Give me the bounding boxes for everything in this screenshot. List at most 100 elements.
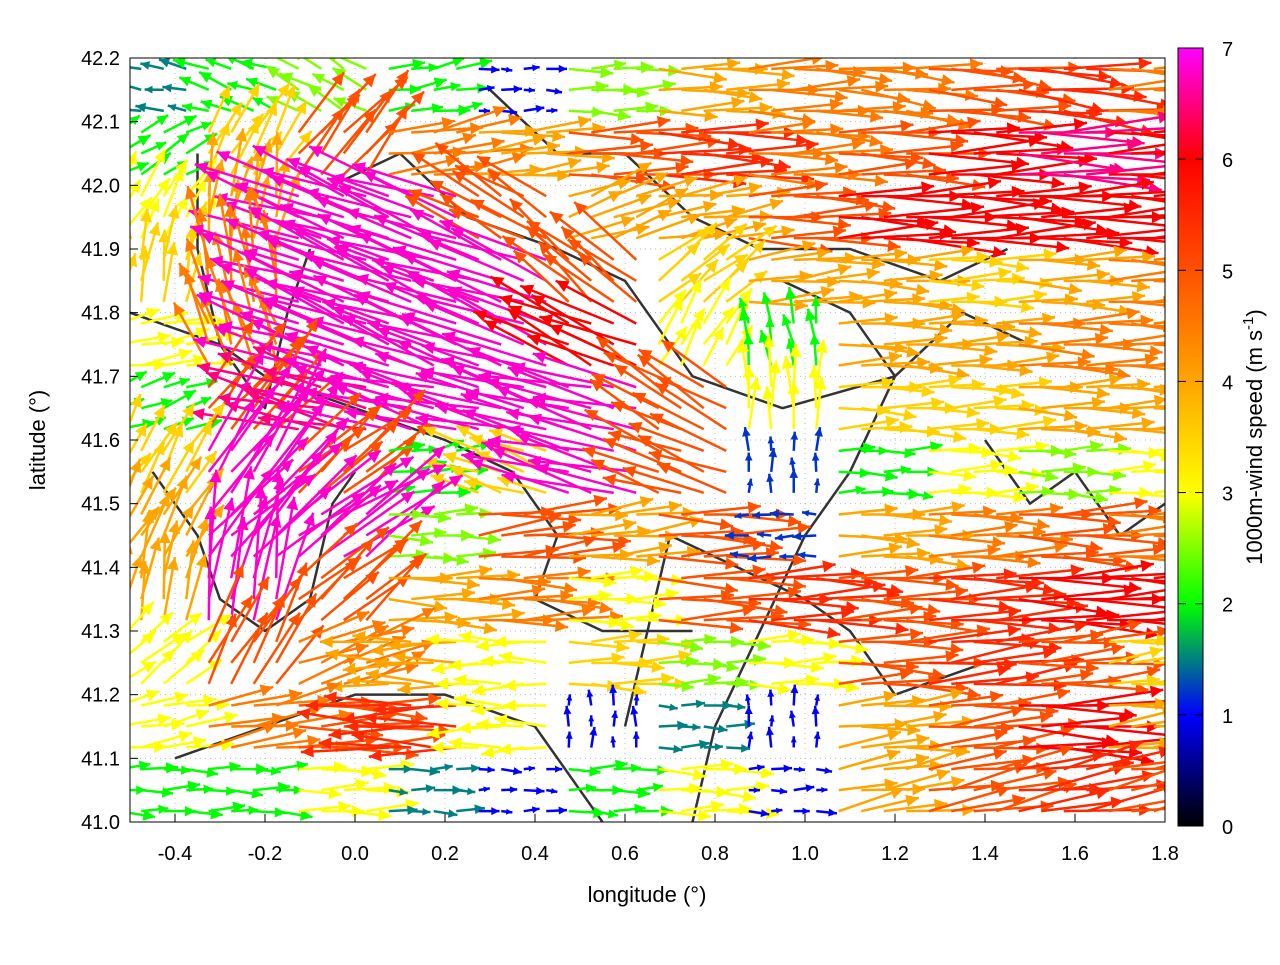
colorbar-tick-label: 1 bbox=[1222, 706, 1233, 728]
wind-vector-head bbox=[401, 625, 415, 637]
wind-vector-head bbox=[821, 787, 827, 793]
wind-vector-head bbox=[126, 253, 138, 267]
y-axis-ticks: 41.041.141.241.341.441.541.641.741.841.9… bbox=[81, 48, 138, 834]
wind-vector-head bbox=[774, 604, 787, 616]
wind-vector-head bbox=[790, 685, 798, 693]
wind-vector-head bbox=[1007, 122, 1020, 134]
wind-vector-head bbox=[713, 72, 726, 84]
wind-vector-head bbox=[1089, 541, 1102, 553]
wind-vector-head bbox=[508, 114, 522, 126]
wind-vector-head bbox=[414, 711, 427, 723]
wind-vector-head bbox=[916, 284, 929, 296]
wind-vector-head bbox=[1212, 248, 1225, 260]
wind-vector-head bbox=[566, 732, 573, 739]
wind-vector-head bbox=[692, 723, 700, 731]
wind-vector-head bbox=[1011, 387, 1024, 399]
wind-vector-head bbox=[769, 540, 782, 552]
wind-vector-head bbox=[292, 50, 305, 61]
wind-vector-head bbox=[1064, 409, 1077, 421]
wind-vectors bbox=[90, 44, 1277, 822]
wind-vector-head bbox=[551, 108, 557, 114]
wind-vector-head bbox=[669, 501, 682, 513]
wind-vector-head bbox=[1216, 95, 1229, 107]
wind-vector-head bbox=[1164, 601, 1177, 613]
wind-vector-head bbox=[1253, 223, 1266, 235]
wind-vector-head bbox=[623, 519, 637, 531]
wind-vector-head bbox=[791, 736, 797, 742]
y-tick-label: 41.4 bbox=[81, 557, 120, 579]
wind-vector-head bbox=[1255, 126, 1268, 138]
wind-vector-head bbox=[168, 205, 180, 219]
wind-vector-head bbox=[1226, 734, 1239, 746]
wind-vector-shaft bbox=[1086, 727, 1186, 738]
wind-vector-head bbox=[640, 496, 654, 508]
wind-vector-head bbox=[1036, 519, 1049, 531]
wind-vector-head bbox=[313, 44, 327, 57]
wind-vector-head bbox=[168, 520, 180, 534]
wind-vector-head bbox=[559, 65, 567, 73]
wind-vector-head bbox=[953, 431, 966, 443]
wind-vector-head bbox=[498, 743, 511, 755]
colorbar-tick-label: 2 bbox=[1222, 595, 1233, 617]
wind-vector-head bbox=[879, 73, 892, 85]
wind-vector-head bbox=[962, 804, 975, 816]
wind-vector-head bbox=[770, 509, 779, 518]
wind-vector-shaft bbox=[95, 86, 119, 90]
wind-vector-head bbox=[1126, 307, 1139, 319]
wind-vector-head bbox=[122, 64, 130, 72]
wind-vector-head bbox=[434, 600, 447, 612]
wind-vector-head bbox=[479, 58, 492, 69]
wind-vector-head bbox=[1166, 66, 1179, 78]
wind-vector-head bbox=[373, 768, 386, 780]
wind-vector-head bbox=[767, 690, 774, 697]
wind-vector-head bbox=[827, 627, 840, 639]
wind-vector-head bbox=[933, 711, 947, 723]
wind-vector-head bbox=[633, 732, 640, 739]
wind-vector-head bbox=[882, 487, 893, 497]
wind-vector-head bbox=[1209, 143, 1222, 155]
wind-vector-head bbox=[1164, 695, 1177, 707]
wind-vector-shaft bbox=[122, 66, 141, 68]
wind-vector-head bbox=[536, 787, 544, 795]
wind-vector-head bbox=[1212, 746, 1226, 758]
wind-vector-head bbox=[487, 766, 494, 773]
wind-vector-head bbox=[1164, 219, 1177, 231]
y-tick-label: 41.8 bbox=[81, 303, 120, 325]
wind-vector-head bbox=[1232, 724, 1245, 736]
wind-vector-head bbox=[146, 690, 160, 702]
wind-vector-head bbox=[472, 684, 485, 696]
x-axis-label: longitude (°) bbox=[588, 882, 707, 907]
wind-vector-head bbox=[665, 530, 678, 542]
wind-vector-head bbox=[1043, 119, 1057, 131]
wind-vector-head bbox=[1208, 278, 1221, 290]
wind-vector-head bbox=[188, 613, 202, 625]
colorbar-label-main: 1000m-wind speed (m s bbox=[1242, 330, 1267, 565]
colorbar bbox=[1178, 48, 1203, 826]
wind-vector-head bbox=[146, 308, 160, 320]
wind-vector-head bbox=[114, 199, 126, 212]
x-tick-label: 0.0 bbox=[341, 843, 369, 865]
wind-vector-head bbox=[1216, 445, 1229, 457]
colorbar-tick-label: 5 bbox=[1222, 261, 1233, 283]
wind-vector-head bbox=[1242, 598, 1255, 610]
wind-vector-head bbox=[615, 509, 628, 521]
wind-vector-head bbox=[1235, 219, 1248, 231]
wind-vector-head bbox=[559, 807, 567, 815]
x-tick-label: 1.4 bbox=[971, 843, 999, 865]
y-tick-label: 41.1 bbox=[81, 748, 120, 770]
wind-vector-head bbox=[990, 691, 1003, 703]
wind-vector-head bbox=[159, 58, 170, 67]
wind-vector-head bbox=[1081, 349, 1094, 361]
wind-vector-shaft bbox=[1154, 217, 1255, 222]
y-tick-label: 41.7 bbox=[81, 366, 120, 388]
wind-vector-head bbox=[633, 685, 646, 697]
wind-vector-head bbox=[1239, 783, 1252, 795]
wind-vector-head bbox=[906, 537, 919, 549]
wind-vector-head bbox=[778, 683, 791, 695]
wind-vector-head bbox=[994, 97, 1008, 109]
colorbar-tick-label: 0 bbox=[1222, 817, 1233, 839]
wind-vector-head bbox=[1208, 87, 1221, 99]
wind-vector-head bbox=[303, 513, 315, 527]
wind-vector-shaft bbox=[1086, 90, 1172, 107]
colorbar-label-sup: -1 bbox=[1240, 317, 1257, 330]
